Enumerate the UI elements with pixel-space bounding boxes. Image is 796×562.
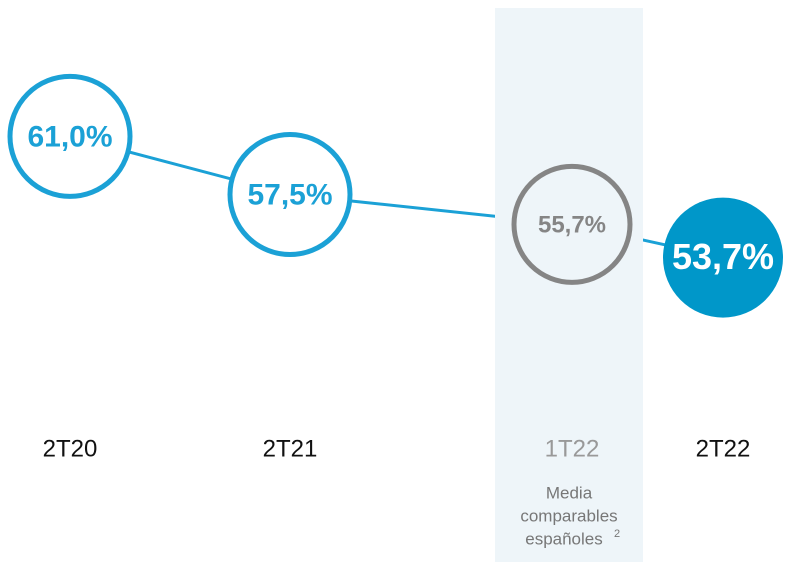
value-circle — [663, 197, 783, 318]
category-label: 1T22 — [545, 435, 600, 462]
value-label: 61,0% — [27, 120, 112, 153]
annotation-line: comparables — [520, 506, 617, 525]
value-circle — [227, 132, 353, 257]
value-label: 53,7% — [672, 236, 774, 277]
category-label: 2T21 — [263, 435, 318, 462]
value-circle — [7, 73, 133, 199]
highlight-column — [495, 8, 643, 562]
value-circle — [511, 163, 633, 285]
category-label: 2T20 — [43, 435, 98, 462]
annotation-line: Media — [546, 483, 593, 502]
value-label: 57,5% — [247, 178, 332, 211]
annotation-footnote: 2 — [614, 528, 620, 540]
category-label: 2T22 — [696, 435, 751, 462]
value-label: 55,7% — [538, 212, 606, 239]
annotation-line: españoles — [525, 529, 603, 548]
connector-line — [69, 134, 724, 260]
